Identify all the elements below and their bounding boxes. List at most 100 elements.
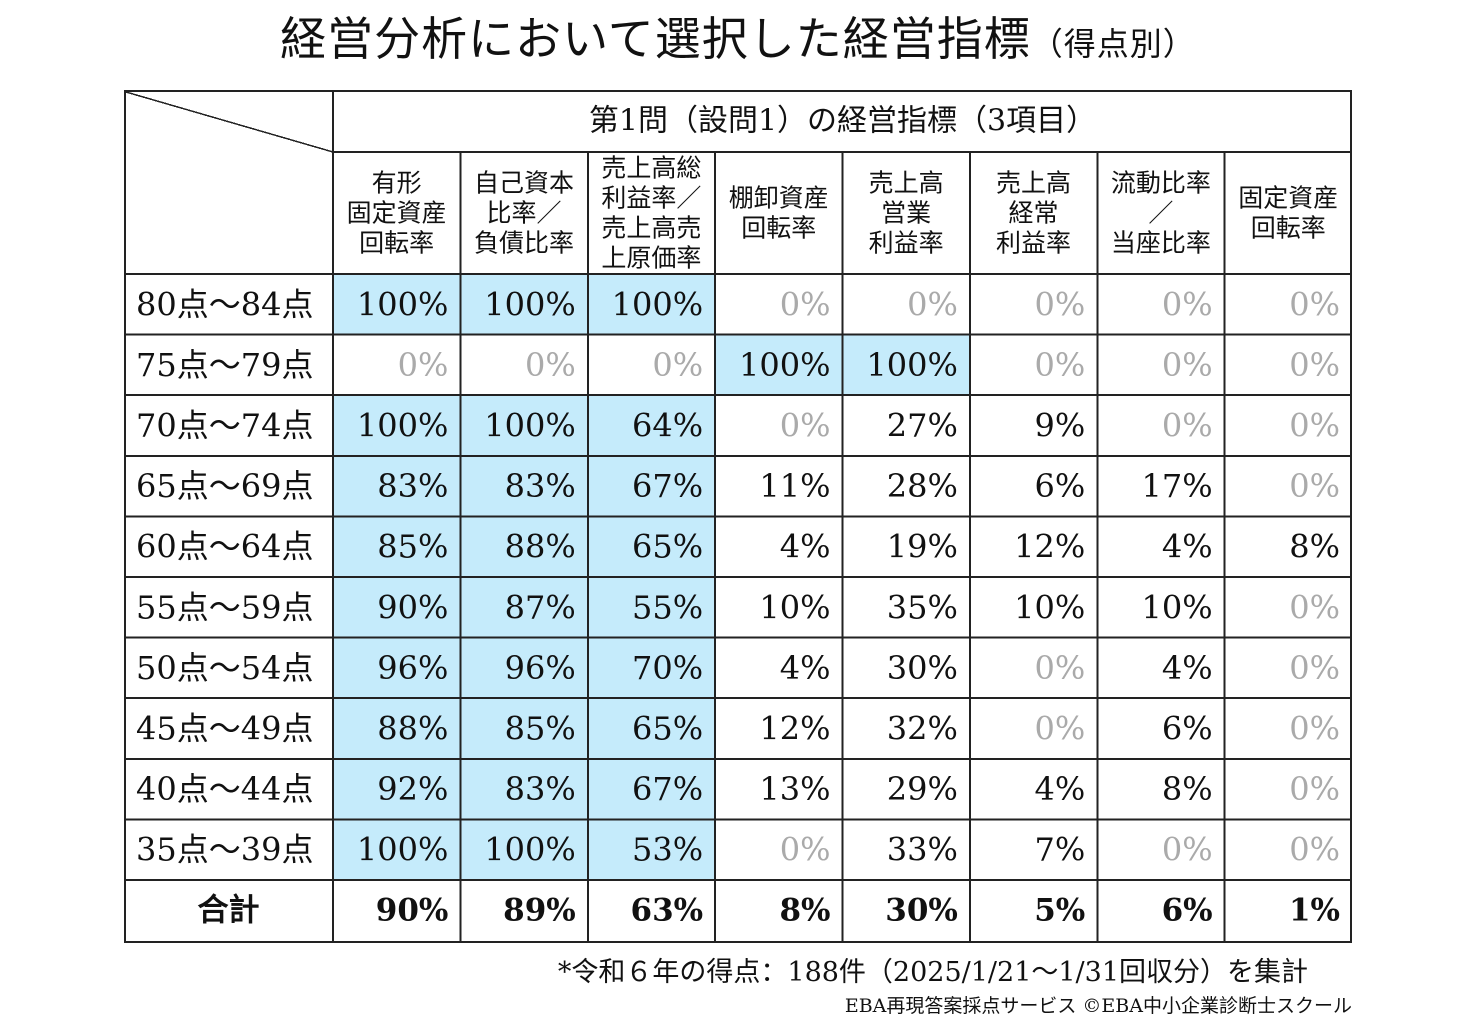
data-label: 0%: [1162, 831, 1213, 869]
column-header: 経常: [1009, 199, 1059, 228]
data-label: 0%: [1162, 407, 1213, 445]
column-header: 比率／: [487, 199, 562, 228]
data-label: 100%: [866, 346, 957, 384]
data-label: 4%: [780, 649, 831, 687]
footnote: *令和６年の得点：188件（2025/1/21～1/31回収分）を集計: [557, 957, 1308, 988]
highlight-cell: [587, 577, 716, 638]
data-label: 0%: [1289, 710, 1340, 748]
data-label: 0%: [1034, 346, 1085, 384]
data-label: 0%: [652, 346, 703, 384]
highlight-cell: [333, 274, 461, 335]
highlight-cell: [333, 758, 461, 820]
data-label: 30%: [887, 649, 958, 687]
data-label: 83%: [377, 467, 448, 505]
data-label: 11%: [759, 467, 830, 505]
row-label: 70点～74点: [136, 407, 313, 445]
data-label: 8%: [1289, 528, 1340, 566]
row-label: 75点～79点: [136, 346, 313, 384]
total-value: 5%: [1034, 892, 1085, 928]
column-header: 利益率: [869, 229, 944, 258]
highlight-cell: [587, 516, 716, 577]
highlight-cell: [333, 698, 461, 759]
data-label: 32%: [887, 710, 958, 748]
data-label: 92%: [377, 770, 448, 808]
chart-title: 経営分析において選択した経営指標（得点別）: [0, 8, 1476, 75]
data-label: 90%: [377, 588, 448, 626]
column-header: 当座比率: [1111, 229, 1211, 258]
credit: EBA再現答案採点サービス ©EBA中小企業診断士スクール: [844, 995, 1352, 1017]
highlight-cell: [460, 637, 588, 699]
highlight-cell: [333, 395, 461, 456]
data-label: 100%: [484, 831, 575, 869]
data-label: 0%: [780, 285, 831, 323]
data-label: 7%: [1034, 831, 1085, 869]
data-label: 85%: [505, 710, 576, 748]
row-label: 50点～54点: [136, 649, 313, 687]
total-value: 90%: [376, 892, 449, 928]
data-label: 0%: [398, 346, 449, 384]
data-label: 0%: [1289, 831, 1340, 869]
data-label: 35%: [887, 588, 958, 626]
data-label: 88%: [377, 710, 448, 748]
column-header: 営業: [881, 199, 931, 228]
highlight-cell: [333, 637, 461, 699]
data-label: 0%: [1289, 649, 1340, 687]
data-label: 0%: [1162, 346, 1213, 384]
highlight-cell: [460, 758, 588, 820]
data-label: 17%: [1142, 467, 1213, 505]
data-label: 55%: [632, 588, 703, 626]
data-label: 100%: [484, 285, 575, 323]
chart-title-suffix: （得点別）: [1030, 25, 1196, 63]
highlight-cell: [587, 455, 716, 517]
data-label: 0%: [1289, 467, 1340, 505]
highlight-cell: [333, 455, 461, 517]
column-header: 利益率: [996, 229, 1071, 258]
highlight-cell: [587, 395, 716, 456]
data-label: 100%: [739, 346, 830, 384]
data-label: 65%: [632, 710, 703, 748]
column-header: 利益率／: [601, 184, 701, 213]
data-label: 6%: [1162, 710, 1213, 748]
data-label: 0%: [1289, 770, 1340, 808]
cell-backgrounds: [333, 274, 970, 880]
highlight-cell: [460, 577, 588, 638]
data-label: 6%: [1034, 467, 1085, 505]
data-label: 83%: [505, 770, 576, 808]
column-header: 売上高: [869, 169, 944, 198]
data-label: 33%: [887, 831, 958, 869]
data-label: 10%: [1014, 588, 1085, 626]
data-label: 0%: [1034, 710, 1085, 748]
data-label: 12%: [759, 710, 830, 748]
column-header: 自己資本: [474, 169, 574, 198]
row-label: 55点～59点: [136, 588, 313, 626]
column-header: 棚卸資産: [729, 184, 829, 213]
column-header: 有形: [372, 169, 422, 198]
column-header: 上原価率: [601, 244, 701, 273]
data-label: 83%: [505, 467, 576, 505]
grid-lines: [124, 90, 1352, 943]
total-value: 89%: [503, 892, 576, 928]
data-label: 4%: [1034, 770, 1085, 808]
row-label: 60点～64点: [136, 528, 313, 566]
column-header: 売上高売: [601, 214, 701, 243]
data-label: 13%: [759, 770, 830, 808]
highlight-cell: [587, 274, 716, 335]
data-label: 96%: [377, 649, 448, 687]
row-label: 35点～39点: [136, 831, 313, 869]
total-value: 8%: [779, 892, 830, 928]
data-label: 70%: [632, 649, 703, 687]
data-label: 29%: [887, 770, 958, 808]
highlight-cell: [715, 334, 843, 396]
total-value: 1%: [1289, 892, 1340, 928]
data-label: 4%: [780, 528, 831, 566]
cell-texts: 第1問（設問1）の経営指標（3項目）有形固定資産回転率自己資本比率／負債比率売上…: [136, 104, 1340, 929]
data-label: 9%: [1034, 407, 1085, 445]
highlight-cell: [460, 395, 588, 456]
data-label: 100%: [484, 407, 575, 445]
data-label: 0%: [780, 831, 831, 869]
data-label: 27%: [887, 407, 958, 445]
column-header: 回転率: [1251, 214, 1326, 243]
data-label: 87%: [505, 588, 576, 626]
highlight-cell: [333, 516, 461, 577]
column-header: 固定資産: [347, 199, 447, 228]
